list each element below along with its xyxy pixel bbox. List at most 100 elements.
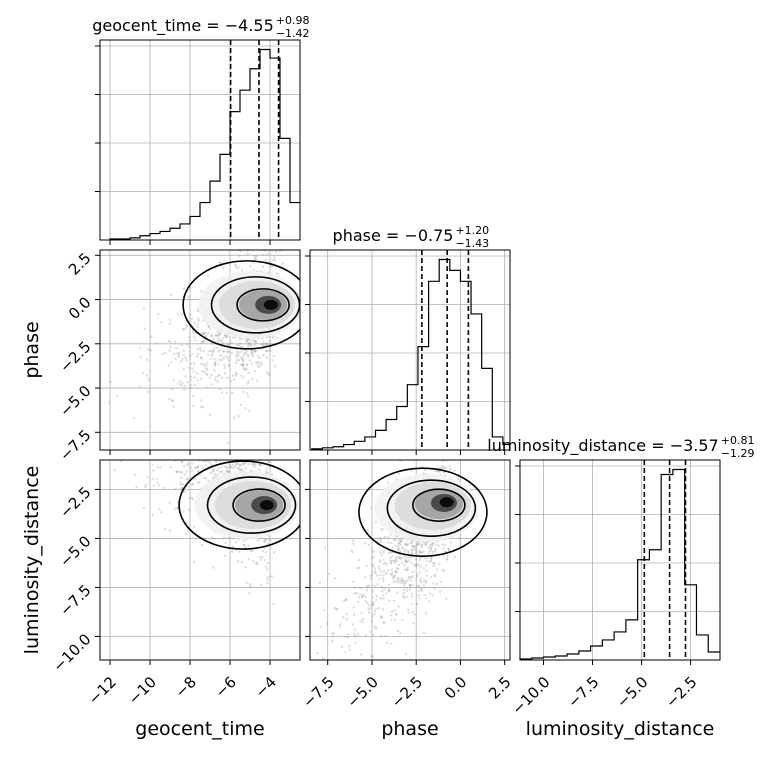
scatter-point [180, 476, 183, 480]
scatter-point [183, 451, 185, 453]
scatter-point [416, 584, 419, 588]
scatter-point [222, 350, 225, 353]
scatter-point [193, 440, 195, 442]
scatter-point [381, 528, 385, 531]
scatter-point [190, 317, 193, 320]
scatter-point [244, 407, 247, 410]
scatter-point [183, 328, 186, 331]
scatter-point [168, 349, 171, 352]
scatter-point [272, 603, 275, 606]
scatter-point [257, 445, 259, 447]
scatter-point [365, 565, 368, 568]
scatter-point [182, 367, 185, 371]
scatter-point [272, 551, 276, 554]
scatter-point [185, 532, 188, 535]
scatter-point [366, 601, 369, 605]
scatter-point [327, 572, 331, 575]
scatter-point [379, 551, 382, 554]
scatter-point [234, 414, 236, 416]
scatter-point [142, 307, 146, 310]
scatter-point [216, 380, 219, 383]
scatter-point [249, 344, 252, 347]
scatter-point [215, 334, 218, 338]
scatter-point [210, 447, 212, 449]
scatter-point [387, 552, 390, 555]
scatter-point [395, 613, 398, 617]
scatter-point [429, 592, 432, 595]
scatter-point [240, 468, 243, 471]
scatter-point [179, 380, 182, 383]
scatter-point [352, 539, 355, 542]
scatter-point [384, 634, 387, 638]
histogram-frame-phase [309, 249, 511, 451]
scatter-point [195, 446, 197, 448]
scatter-point [178, 354, 181, 357]
scatter-point [178, 450, 180, 452]
scatter-point [161, 352, 164, 356]
scatter-point [415, 575, 419, 578]
scatter-point [230, 550, 234, 553]
scatter-point [417, 594, 420, 597]
scatter-point [147, 378, 151, 381]
scatter-point [256, 539, 260, 542]
scatter-point [434, 470, 437, 473]
scatter-point [206, 331, 210, 335]
scatter-point [234, 421, 236, 423]
scatter-point [237, 359, 241, 362]
scatter-point [248, 591, 251, 595]
scatter-point [378, 607, 381, 610]
scatter-point [253, 349, 256, 352]
scatter-point [396, 567, 400, 571]
scatter-point [386, 563, 389, 566]
scatter-point [213, 364, 217, 367]
scatter-point [267, 372, 270, 375]
x-tick-label-geocent_time: −4 [252, 673, 280, 701]
scatter-point [264, 259, 268, 262]
scatter-point [406, 556, 409, 559]
scatter-point [361, 621, 364, 624]
scatter-point [262, 341, 265, 344]
scatter-point [411, 595, 414, 598]
y-axis-label-phase: phase [21, 321, 43, 378]
scatter-point [382, 621, 385, 624]
scatter-point [180, 486, 184, 490]
scatter-point [424, 581, 427, 584]
scatter-point [186, 381, 189, 384]
scatter-point [245, 581, 249, 584]
scatter-point [352, 580, 355, 583]
scatter-point [249, 343, 252, 346]
scatter-point [258, 555, 261, 559]
scatter-point [193, 383, 196, 387]
scatter-point [156, 481, 159, 484]
scatter-point [147, 390, 150, 393]
scatter-point [240, 443, 242, 445]
scatter-point [397, 472, 401, 476]
scatter-point [171, 388, 174, 391]
scatter-point [216, 334, 219, 337]
scatter-point [448, 464, 451, 468]
scatter-point [234, 452, 236, 454]
scatter-point [428, 560, 432, 563]
scatter-point [216, 405, 218, 407]
title-phase: phase = −0.75 +1.20−1.43 [333, 224, 490, 250]
scatter-point [361, 595, 364, 598]
scatter-point [434, 543, 437, 546]
scatter-point [375, 626, 378, 629]
scatter-point [259, 464, 263, 467]
scatter-point [410, 603, 414, 606]
scatter-point [237, 265, 240, 269]
scatter-point [257, 365, 260, 369]
scatter-point [426, 574, 429, 578]
scatter-point [185, 478, 188, 481]
scatter-point [191, 497, 194, 501]
scatter-point [403, 564, 406, 567]
scatter-point [180, 343, 183, 346]
scatter-point [199, 377, 203, 380]
scatter-point [319, 625, 322, 629]
scatter-point [236, 560, 240, 563]
scatter-point [152, 484, 156, 487]
scatter-point [287, 600, 289, 602]
scatter-point [226, 438, 228, 440]
scatter-point [420, 543, 423, 546]
scatter-point [410, 469, 413, 472]
